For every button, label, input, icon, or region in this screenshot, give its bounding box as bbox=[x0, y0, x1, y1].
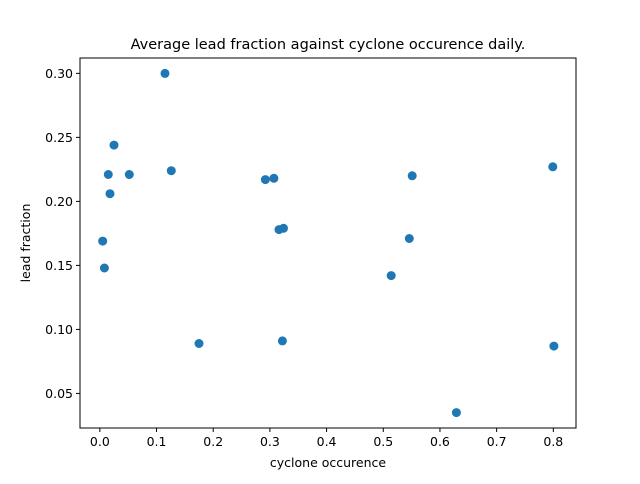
y-tick-label: 0.30 bbox=[45, 66, 73, 81]
x-tick-label: 0.2 bbox=[203, 434, 223, 449]
data-point bbox=[166, 166, 176, 176]
x-axis-ticks: 0.0 0.1 0.2 0.3 0.4 0.5 0.6 0.7 0.8 bbox=[90, 428, 563, 449]
x-tick-label: 0.8 bbox=[543, 434, 563, 449]
data-point bbox=[103, 170, 113, 179]
data-point bbox=[109, 140, 119, 150]
plot-area bbox=[79, 57, 577, 429]
data-point bbox=[386, 271, 396, 281]
data-point bbox=[549, 341, 559, 351]
x-tick-label: 0.0 bbox=[90, 434, 110, 449]
x-tick-label: 0.6 bbox=[430, 434, 450, 449]
data-point bbox=[99, 263, 109, 273]
data-point bbox=[404, 234, 414, 243]
data-points bbox=[98, 68, 559, 418]
y-tick-label: 0.10 bbox=[45, 322, 73, 337]
x-tick-label: 0.7 bbox=[487, 434, 507, 449]
axes-frame bbox=[79, 57, 577, 429]
data-point bbox=[160, 68, 170, 78]
data-point bbox=[105, 189, 115, 199]
data-point bbox=[124, 170, 134, 179]
y-axis-label: lead fraction bbox=[18, 204, 33, 283]
data-point bbox=[451, 408, 461, 418]
x-tick-label: 0.3 bbox=[260, 434, 280, 449]
y-tick-label: 0.05 bbox=[45, 386, 73, 401]
data-point bbox=[279, 223, 288, 233]
x-tick-label: 0.5 bbox=[373, 434, 393, 449]
y-tick-label: 0.25 bbox=[45, 130, 73, 145]
data-point bbox=[194, 339, 204, 348]
data-point bbox=[269, 173, 279, 183]
y-tick-label: 0.20 bbox=[45, 194, 73, 209]
y-tick-label: 0.15 bbox=[45, 258, 73, 273]
x-tick-label: 0.1 bbox=[147, 434, 167, 449]
data-point bbox=[260, 175, 270, 185]
data-point bbox=[277, 336, 287, 346]
x-tick-label: 0.4 bbox=[317, 434, 337, 449]
data-point bbox=[407, 171, 417, 181]
x-axis-label: cyclone occurence bbox=[270, 455, 387, 470]
y-axis-ticks: 0.05 0.10 0.15 0.20 0.25 0.30 bbox=[45, 66, 80, 401]
data-point bbox=[548, 162, 558, 172]
chart-title: Average lead fraction against cyclone oc… bbox=[131, 37, 526, 53]
data-point bbox=[98, 236, 108, 246]
